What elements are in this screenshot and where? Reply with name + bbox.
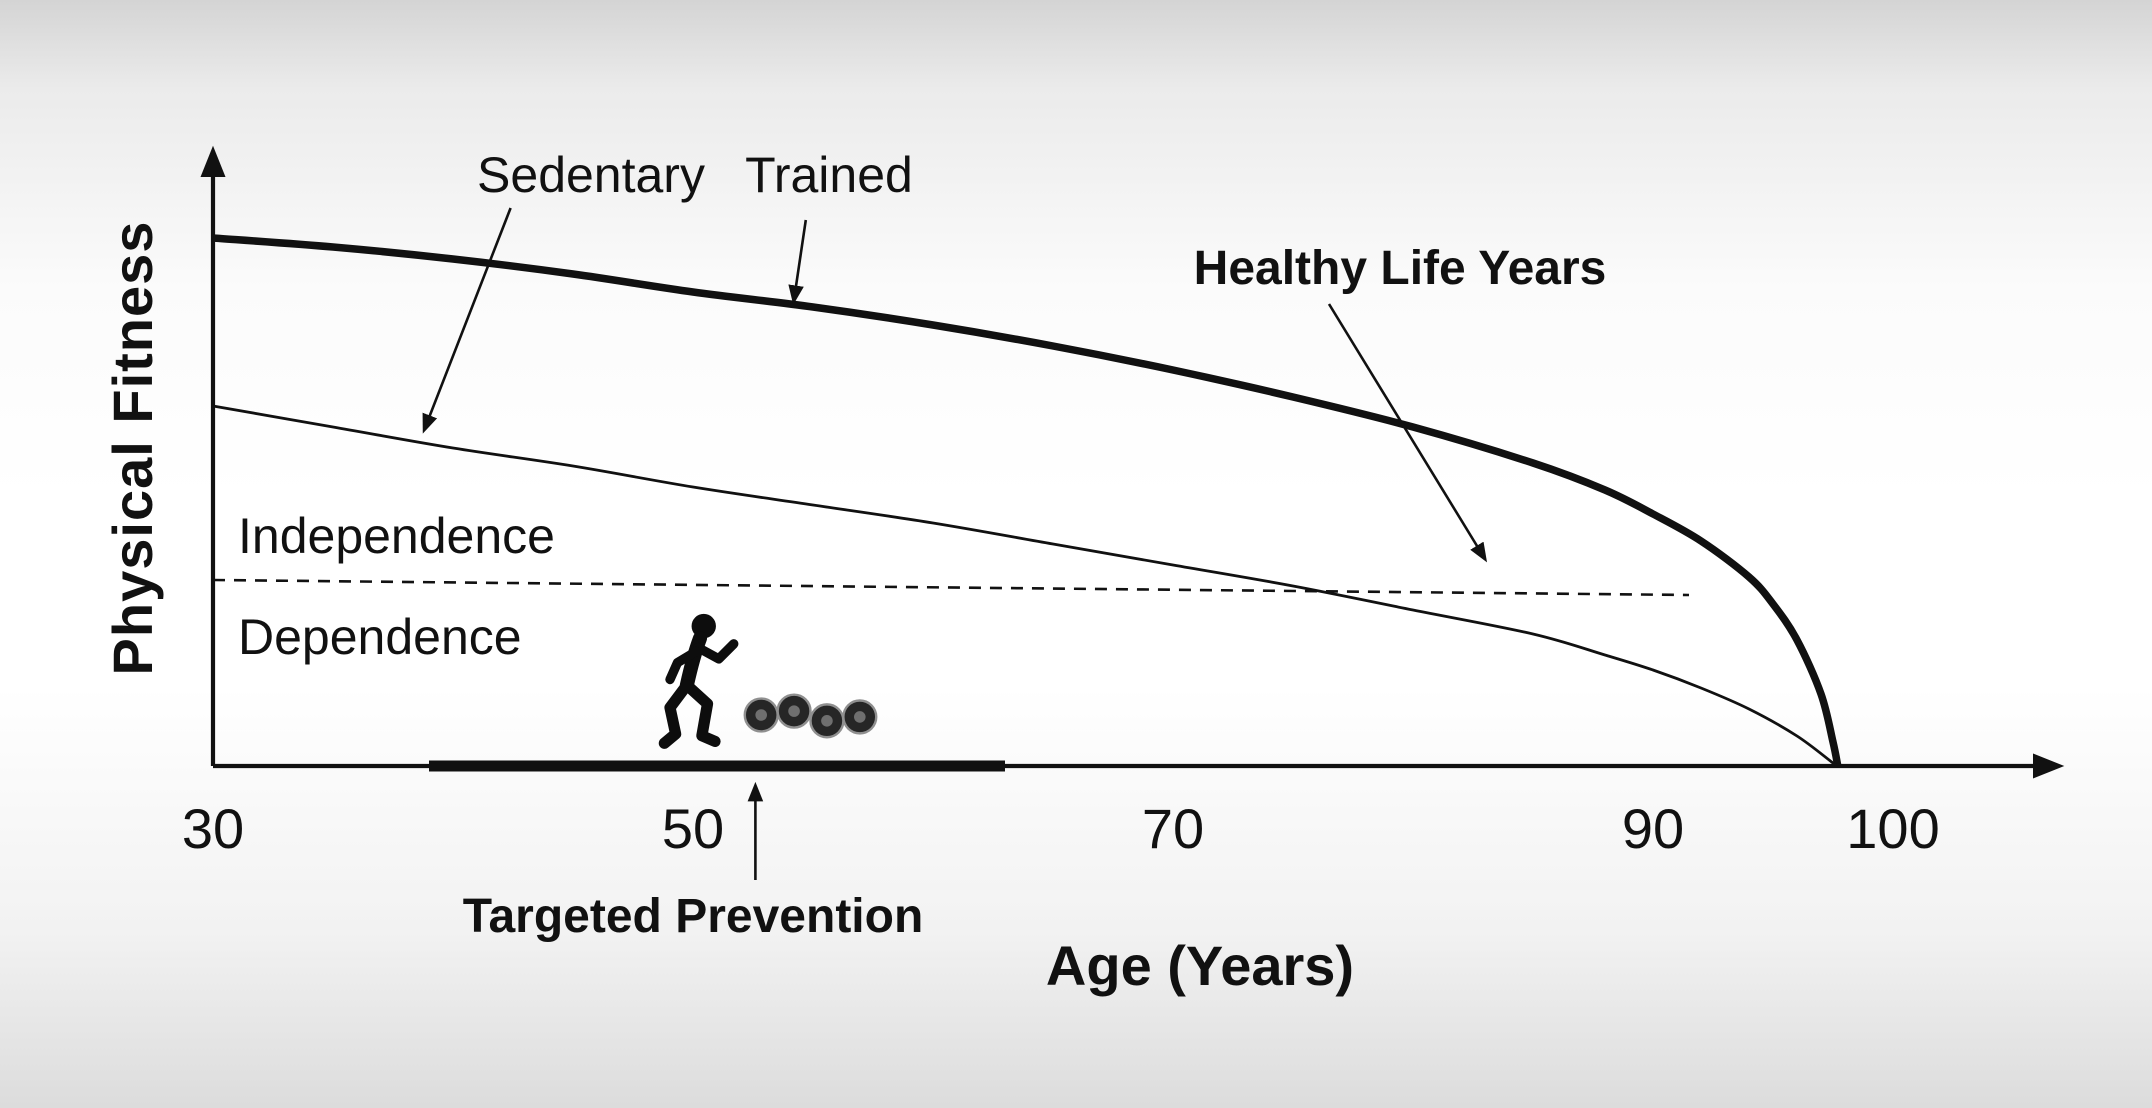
series-independence-threshold: [212, 578, 1690, 597]
y-axis-label: Physical Fitness: [101, 220, 164, 676]
label-sedentary: Sedentary: [477, 147, 705, 203]
x-tick-70: 70: [1141, 797, 1205, 860]
x-tick-50: 50: [661, 797, 725, 860]
series-trained: [212, 234, 1842, 767]
x-tick-90: 90: [1621, 797, 1685, 860]
label-independence: Independence: [238, 508, 555, 564]
annotation-arrow-healthy-life-years: [1327, 303, 1488, 563]
dumbbells-icon: [743, 693, 878, 739]
runner-icon: [658, 613, 739, 749]
annotation-arrow-trained: [788, 219, 808, 305]
x-tick-100: 100: [1846, 797, 1940, 860]
annotation-arrow-sedentary: [422, 207, 512, 434]
label-trained: Trained: [745, 147, 913, 203]
x-tick-30: 30: [181, 797, 245, 860]
label-targeted-prevention: Targeted Prevention: [462, 890, 924, 943]
label-healthy-life-years: Healthy Life Years: [1193, 242, 1607, 295]
series-sedentary: [212, 404, 1840, 768]
label-dependence: Dependence: [238, 609, 522, 665]
x-axis-label: Age (Years): [1045, 934, 1355, 997]
